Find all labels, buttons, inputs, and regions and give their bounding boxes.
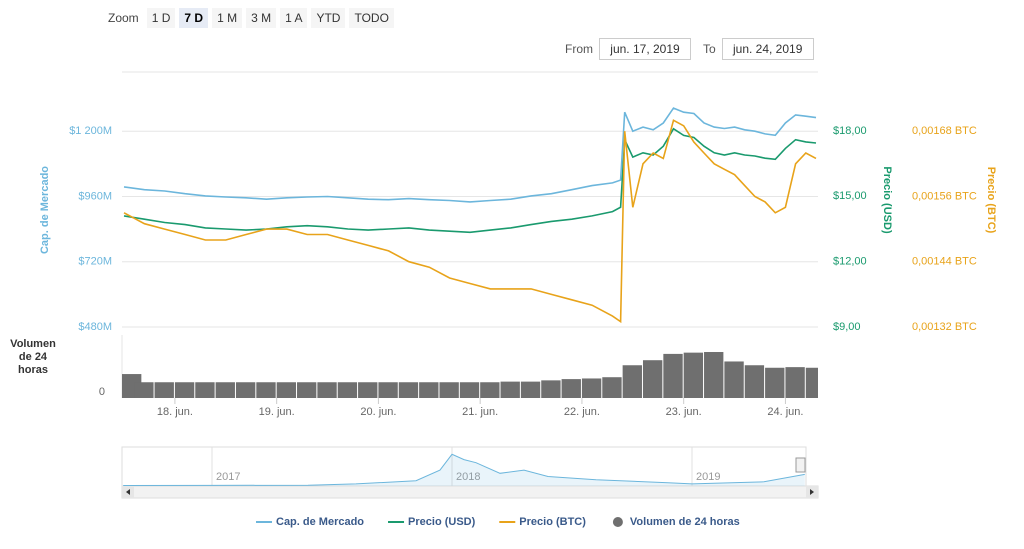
y2-tick-label: $15,00 — [833, 190, 867, 202]
x-tick-label: 20. jun. — [360, 406, 396, 418]
zoom-button[interactable]: 3 M — [246, 8, 277, 28]
volume-bar — [500, 381, 520, 398]
y3-tick-label: 0,00132 BTC — [912, 321, 977, 333]
volume-axis-title: Volumen de 24 horas — [10, 338, 56, 376]
y3-axis-title: Precio (BTC) — [985, 167, 997, 234]
zoom-button[interactable]: YTD — [311, 8, 346, 28]
y2-tick-label: $18,00 — [833, 125, 867, 137]
volume-bar — [642, 360, 663, 398]
volume-bar — [683, 352, 704, 398]
arrow-right — [810, 489, 814, 495]
legend-label[interactable]: Volumen de 24 horas — [630, 516, 740, 528]
y3-tick-label: 0,00168 BTC — [912, 125, 977, 137]
volume-bar — [622, 365, 642, 398]
volume-bar — [215, 382, 235, 398]
x-tick-label: 24. jun. — [767, 406, 803, 418]
date-range: From jun. 17, 2019 To jun. 24, 2019 — [565, 38, 826, 60]
volume-bar — [256, 382, 276, 398]
navigator-tick-label: 2017 — [216, 471, 240, 483]
scrollbar[interactable] — [121, 485, 819, 499]
navigator-area — [123, 454, 805, 486]
volume-bar — [520, 381, 541, 398]
y-axis-title: Cap. de Mercado — [39, 166, 51, 254]
zoom-button[interactable]: 1 A — [280, 8, 308, 28]
from-input[interactable]: jun. 17, 2019 — [599, 38, 691, 60]
x-tick-label: 18. jun. — [157, 406, 193, 418]
volume-bar — [134, 382, 154, 398]
x-tick-label: 22. jun. — [564, 406, 600, 418]
zoom-button[interactable]: 1 M — [212, 8, 243, 28]
volume-bar — [337, 382, 358, 398]
volume-bar — [398, 382, 419, 398]
series-line — [123, 127, 817, 234]
volume-bar — [541, 380, 561, 398]
volume-bar — [195, 382, 215, 398]
navigator-tick-label: 2018 — [456, 471, 480, 483]
x-tick-label: 21. jun. — [462, 406, 498, 418]
volume-bar — [317, 382, 337, 398]
volume-bar — [561, 379, 581, 398]
legend-label[interactable]: Precio (USD) — [408, 516, 476, 528]
volume-bar — [724, 361, 744, 398]
y-tick-label: $1 200M — [69, 125, 112, 137]
volume-bar — [235, 382, 256, 398]
volume-bar — [663, 353, 683, 398]
legend-label[interactable]: Precio (BTC) — [519, 516, 586, 528]
y2-tick-label: $12,00 — [833, 256, 867, 268]
volume-bar — [378, 382, 398, 398]
to-input[interactable]: jun. 24, 2019 — [721, 38, 814, 60]
y2-axis-title: Precio (USD) — [881, 166, 893, 234]
volume-bar — [744, 365, 765, 398]
y3-tick-label: 0,00144 BTC — [912, 256, 977, 268]
series-line — [123, 119, 817, 324]
y3-tick-label: 0,00156 BTC — [912, 190, 977, 202]
volume-bar — [602, 377, 622, 398]
from-label: From — [565, 42, 593, 56]
y-tick-label: $480M — [78, 321, 112, 333]
navigator-tick-label: 2019 — [696, 471, 720, 483]
y2-tick-label: $9,00 — [833, 321, 861, 333]
volume-bar — [439, 382, 459, 398]
volume-bar — [154, 382, 174, 398]
series-line — [123, 107, 817, 203]
volume-bar — [581, 378, 602, 398]
to-label: To — [703, 42, 716, 56]
navigator-handle[interactable] — [795, 457, 806, 473]
x-tick-label: 23. jun. — [666, 406, 702, 418]
volume-bar — [805, 367, 818, 398]
legend-label[interactable]: Cap. de Mercado — [276, 516, 364, 528]
y-tick-label: $960M — [78, 190, 112, 202]
y-tick-label: $720M — [78, 256, 112, 268]
zoom-label: Zoom — [108, 11, 139, 25]
volume-bar — [704, 352, 724, 398]
zoom-button[interactable]: TODO — [349, 8, 394, 28]
volume-bar — [276, 382, 297, 398]
legend-swatch — [612, 517, 623, 527]
volume-tick-label: 0 — [99, 386, 105, 398]
navigator-line — [123, 453, 805, 486]
arrow-left — [126, 489, 130, 495]
volume-bar — [459, 382, 480, 398]
zoom-button[interactable]: 1 D — [146, 8, 176, 28]
volume-bar — [765, 367, 785, 398]
volume-bar — [785, 367, 805, 398]
volume-bar — [358, 382, 378, 398]
zoom-button[interactable]: 7 D — [179, 8, 209, 28]
x-tick-label: 19. jun. — [259, 406, 295, 418]
volume-bar — [297, 382, 317, 398]
volume-bar — [480, 382, 500, 398]
volume-bar — [419, 382, 439, 398]
volume-bar — [174, 382, 195, 398]
